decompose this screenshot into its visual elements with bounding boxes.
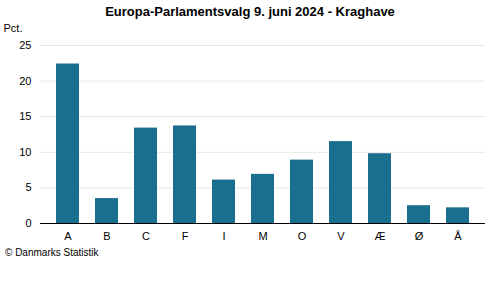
svg-text:5: 5 bbox=[25, 181, 31, 193]
svg-text:Å: Å bbox=[454, 230, 462, 242]
svg-text:Æ: Æ bbox=[375, 230, 386, 242]
svg-text:C: C bbox=[142, 230, 150, 242]
svg-text:O: O bbox=[298, 230, 307, 242]
svg-text:Ø: Ø bbox=[415, 230, 424, 242]
svg-text:I: I bbox=[222, 230, 225, 242]
svg-text:15: 15 bbox=[19, 110, 31, 122]
svg-text:B: B bbox=[103, 230, 110, 242]
html-text:© Danmarks Statistik: © Danmarks Statistik bbox=[5, 247, 99, 258]
svg-text:A: A bbox=[64, 230, 72, 242]
svg-text:F: F bbox=[182, 230, 189, 242]
svg-text:20: 20 bbox=[19, 75, 31, 87]
svg-text:25: 25 bbox=[19, 39, 31, 51]
svg-text:0: 0 bbox=[25, 217, 31, 229]
svg-text:Pct.: Pct. bbox=[4, 22, 23, 34]
html-text:Europa-Parlamentsvalg 9. juni: Europa-Parlamentsvalg 9. juni 2024 - Kra… bbox=[105, 4, 395, 19]
svg-text:10: 10 bbox=[19, 146, 31, 158]
svg-text:M: M bbox=[258, 230, 267, 242]
svg-text:V: V bbox=[337, 230, 345, 242]
